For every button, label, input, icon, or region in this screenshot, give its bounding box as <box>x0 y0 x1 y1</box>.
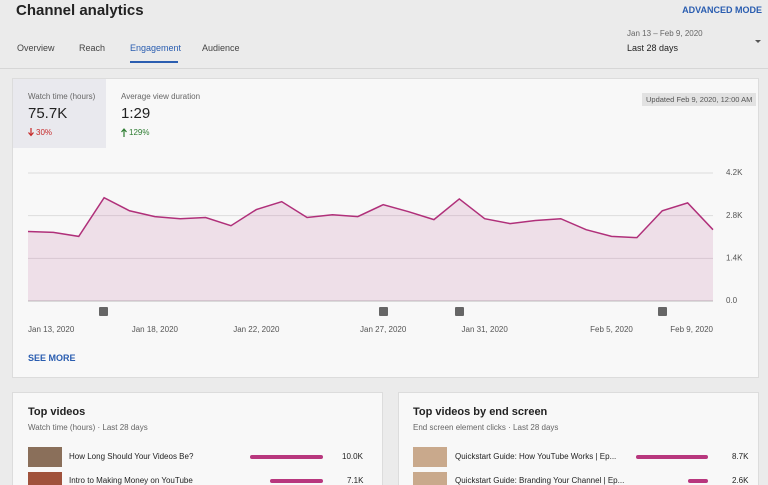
card-title: Top videos <box>28 406 86 418</box>
divider <box>0 68 768 69</box>
thumbnail <box>28 472 62 485</box>
tab-active[interactable]: Engagement <box>130 43 182 53</box>
tab[interactable]: Audience <box>202 43 240 53</box>
updated-badge: Updated Feb 9, 2020, 12:00 AM <box>642 93 757 106</box>
video-marker[interactable] <box>658 307 667 316</box>
line <box>27 196 714 239</box>
row-bar <box>250 455 323 459</box>
dropdown-icon[interactable] <box>754 39 762 45</box>
down-arrow <box>28 128 34 137</box>
y-tick-label: 0.0 <box>726 296 738 305</box>
end-screen-card <box>398 392 759 485</box>
video-title[interactable]: Quickstart Guide: Branding Your Channel … <box>455 476 625 485</box>
video-marker[interactable] <box>379 307 388 316</box>
x-tick-label: Jan 31, 2020 <box>462 325 509 334</box>
up-arrow <box>121 128 127 137</box>
row-bar <box>270 479 323 483</box>
video-title[interactable]: Intro to Making Money on YouTube <box>69 476 193 485</box>
card-subtitle: Watch time (hours) · Last 28 days <box>28 423 148 432</box>
thumbnail <box>413 447 447 467</box>
metric-change: 129% <box>129 128 150 137</box>
area <box>28 197 713 301</box>
advanced-mode[interactable]: ADVANCED MODE <box>682 5 762 15</box>
metric-change: 30% <box>36 128 53 137</box>
video-marker[interactable] <box>455 307 464 316</box>
video-title[interactable]: How Long Should Your Videos Be? <box>69 452 194 461</box>
tab[interactable]: Overview <box>17 43 55 53</box>
chart-card <box>12 78 759 378</box>
top-videos-card <box>12 392 383 485</box>
metric-value: 1:29 <box>121 105 151 122</box>
y-tick-label: 1.4K <box>726 253 743 262</box>
thumbnail <box>413 472 447 485</box>
tab-underline <box>130 61 178 63</box>
x-tick-label: Jan 18, 2020 <box>132 325 179 334</box>
row-value: 10.0K <box>342 452 363 461</box>
page-title: Channel analytics <box>16 2 144 19</box>
x-tick-label: Feb 9, 2020 <box>670 325 713 334</box>
see-more[interactable]: SEE MORE <box>28 353 76 363</box>
metric-label: Average view duration <box>121 92 201 101</box>
x-tick-label: Feb 5, 2020 <box>590 325 633 334</box>
x-tick-label: Jan 13, 2020 <box>28 325 75 334</box>
card-title: Top videos by end screen <box>413 406 548 418</box>
card-subtitle: End screen element clicks · Last 28 days <box>413 423 559 432</box>
metric-value: 75.7K <box>28 105 68 122</box>
row-bar <box>688 479 708 483</box>
row-bar <box>636 455 708 459</box>
video-marker[interactable] <box>99 307 108 316</box>
thumbnail <box>28 447 62 467</box>
metric-label: Watch time (hours) <box>28 92 96 101</box>
x-tick-label: Jan 27, 2020 <box>360 325 407 334</box>
date-label[interactable]: Last 28 days <box>627 43 679 53</box>
row-value: 7.1K <box>347 476 364 485</box>
row-value: 8.7K <box>732 452 749 461</box>
date-range: Jan 13 – Feb 9, 2020 <box>627 29 703 38</box>
x-tick-label: Jan 22, 2020 <box>233 325 280 334</box>
row-value: 2.6K <box>732 476 749 485</box>
tab[interactable]: Reach <box>79 43 106 53</box>
y-tick-label: 4.2K <box>726 168 743 177</box>
y-tick-label: 2.8K <box>726 211 743 220</box>
metric-tile-selected[interactable] <box>13 79 106 148</box>
video-title[interactable]: Quickstart Guide: How YouTube Works | Ep… <box>455 452 617 461</box>
chart: 0.0 1.4K 2.8K 4.2K Jan 13, 2020 Jan 18, 2020 J… <box>27 168 743 334</box>
